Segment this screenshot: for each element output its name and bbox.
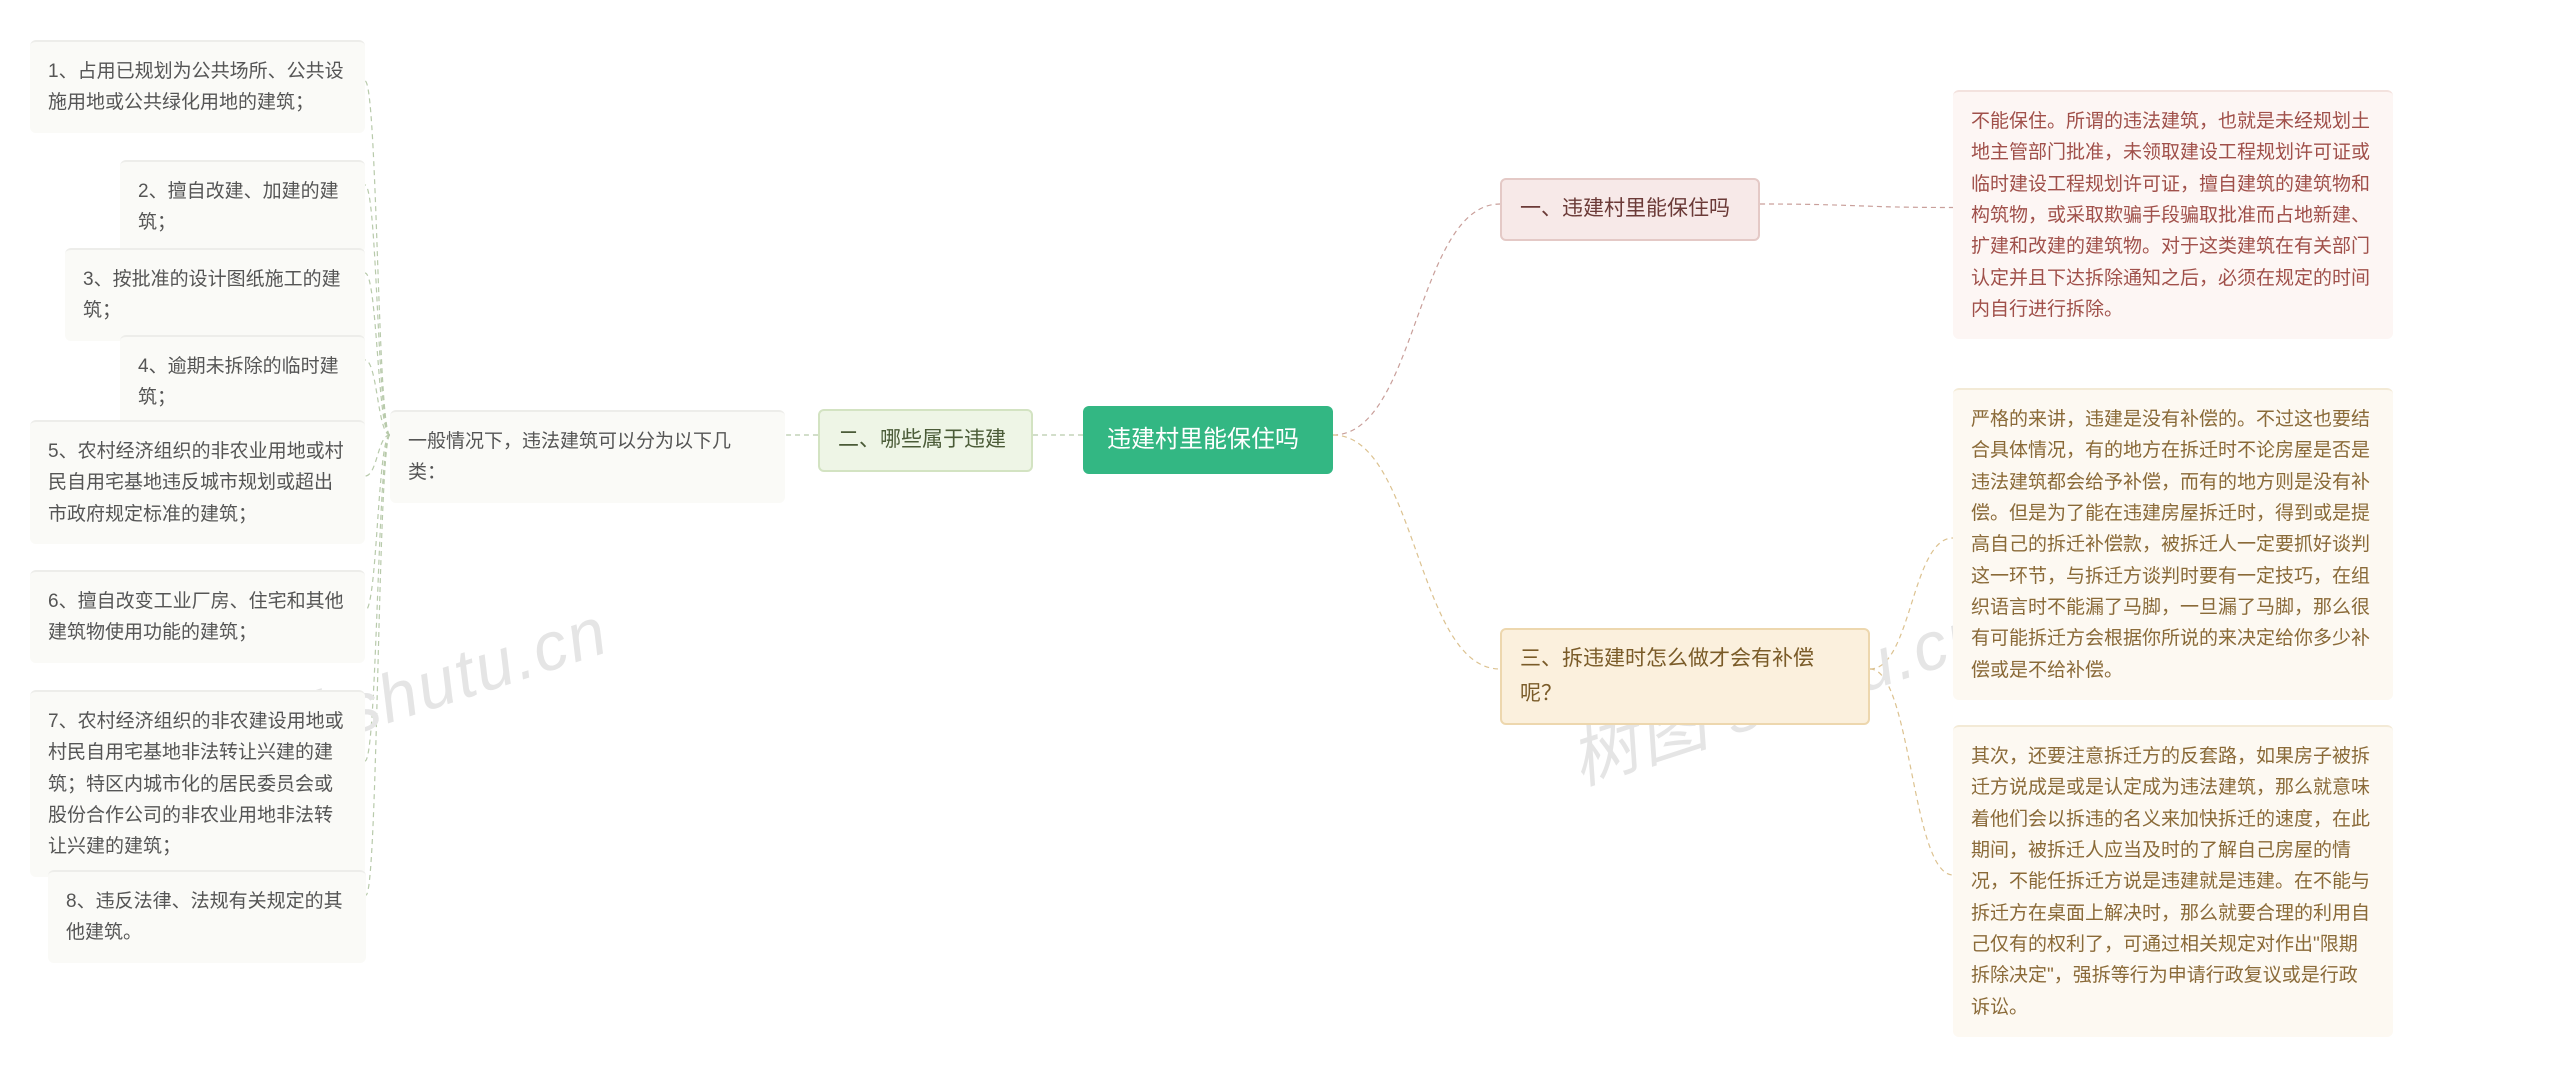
branch-2-leaf-3: 3、按批准的设计图纸施工的建筑； [65, 248, 365, 341]
branch-2-leaf-5: 5、农村经济组织的非农业用地或村民自用宅基地违反城市规划或超出市政府规定标准的建… [30, 420, 365, 544]
branch-2-leaf-4: 4、逾期未拆除的临时建筑； [120, 335, 365, 428]
branch-2-leaf-7: 7、农村经济组织的非农建设用地或村民自用宅基地非法转让兴建的建筑；特区内城市化的… [30, 690, 365, 877]
branch-1-leaf-1: 不能保住。所谓的违法建筑，也就是未经规划土地主管部门批准，未领取建设工程规划许可… [1953, 90, 2393, 339]
branch-2-mid: 一般情况下，违法建筑可以分为以下几类： [390, 410, 785, 503]
branch-2-leaf-6: 6、擅自改变工业厂房、住宅和其他建筑物使用功能的建筑； [30, 570, 365, 663]
branch-3-leaf-2: 其次，还要注意拆迁方的反套路，如果房子被拆迁方说成是或是认定成为违法建筑，那么就… [1953, 725, 2393, 1037]
branch-2-leaf-1: 1、占用已规划为公共场所、公共设施用地或公共绿化用地的建筑； [30, 40, 365, 133]
root-node: 违建村里能保住吗 [1083, 406, 1333, 474]
branch-3-leaf-1: 严格的来讲，违建是没有补偿的。不过这也要结合具体情况，有的地方在拆迁时不论房屋是… [1953, 388, 2393, 700]
branch-2-leaf-8: 8、违反法律、法规有关规定的其他建筑。 [48, 870, 366, 963]
branch-3: 三、拆违建时怎么做才会有补偿呢？ [1500, 628, 1870, 725]
branch-1: 一、违建村里能保住吗 [1500, 178, 1760, 241]
branch-2-leaf-2: 2、擅自改建、加建的建筑； [120, 160, 365, 253]
branch-2: 二、哪些属于违建 [818, 409, 1033, 472]
